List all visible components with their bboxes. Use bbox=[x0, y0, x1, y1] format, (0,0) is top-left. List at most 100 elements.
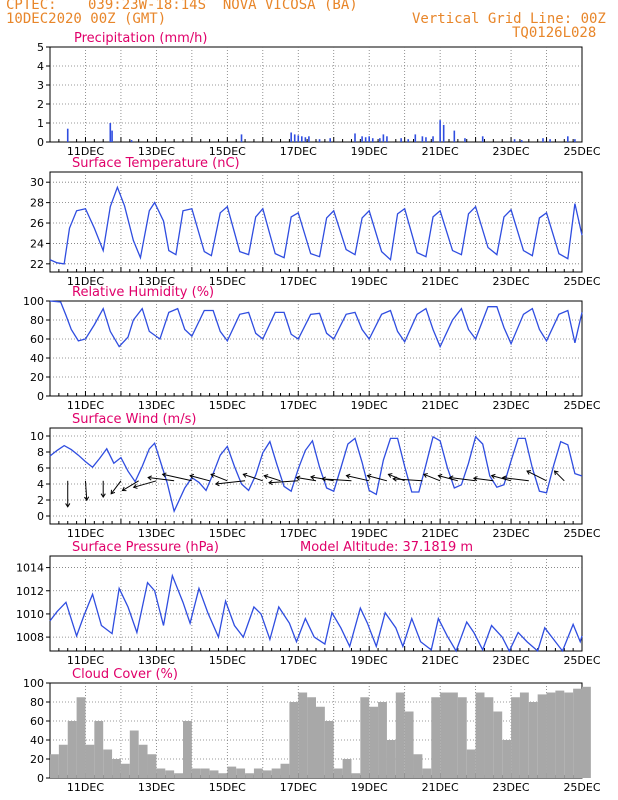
wind-vector-head bbox=[437, 473, 443, 479]
cloud-ytick-label: 0 bbox=[37, 772, 44, 785]
wind-vector-head bbox=[366, 473, 372, 479]
cloud-bar bbox=[395, 692, 405, 778]
wind-ytick-label: 8 bbox=[37, 446, 44, 459]
precip-bar bbox=[329, 138, 331, 142]
header-init-time: 10DEC2020 00Z (GMT) bbox=[6, 11, 167, 27]
wind-vector-head bbox=[110, 489, 116, 495]
cloud-xtick-label: 17DEC bbox=[280, 781, 317, 794]
cloud-xtick-label: 13DEC bbox=[138, 781, 175, 794]
wind-vector bbox=[473, 477, 494, 482]
wind-ytick-label: 6 bbox=[37, 462, 44, 475]
cloud-bar bbox=[324, 721, 334, 778]
header-source: CPTEC: bbox=[6, 0, 57, 13]
precip-bar bbox=[481, 136, 484, 142]
precip-bar bbox=[382, 134, 385, 142]
cloud-bar bbox=[528, 702, 538, 778]
temp-frame bbox=[49, 171, 583, 273]
cloud-bar bbox=[120, 763, 130, 778]
cloud-bar bbox=[351, 773, 361, 778]
temp-xtick-label: 23DEC bbox=[493, 275, 530, 288]
cloud-bar bbox=[236, 768, 246, 778]
pressure-xtick-label: 11DEC bbox=[67, 654, 104, 667]
rh-xtick-label: 25DEC bbox=[563, 399, 600, 412]
precip-xtick-label: 19DEC bbox=[351, 145, 388, 158]
wind-vector-head bbox=[263, 474, 269, 479]
wind-xtick-label: 17DEC bbox=[280, 527, 317, 540]
cloud-bar bbox=[431, 697, 441, 778]
precip-bar bbox=[364, 137, 367, 142]
precip-bar bbox=[318, 139, 321, 142]
temp-ytick-label: 28 bbox=[30, 197, 44, 210]
cloud-ytick-label: 60 bbox=[30, 715, 44, 728]
pressure-ytick-label: 1008 bbox=[16, 631, 44, 644]
wind-vector bbox=[438, 475, 458, 482]
wind-vector bbox=[268, 480, 299, 484]
pressure-xtick-label: 15DEC bbox=[209, 654, 246, 667]
rh-ytick-label: 100 bbox=[23, 295, 44, 308]
rh-xtick-label: 17DEC bbox=[280, 399, 317, 412]
wind-vector bbox=[322, 478, 352, 482]
rh-ytick-label: 0 bbox=[37, 390, 44, 403]
wind-vector-head bbox=[321, 476, 326, 482]
precip-ytick-label: 4 bbox=[37, 60, 44, 73]
wind-ytick-label: 10 bbox=[30, 430, 44, 443]
wind-vector bbox=[122, 480, 139, 491]
wind-xtick-label: 19DEC bbox=[351, 527, 388, 540]
cloud-bar bbox=[156, 768, 166, 778]
precip-bar bbox=[513, 139, 516, 142]
precip-bar bbox=[354, 133, 356, 142]
precip-bar bbox=[240, 134, 243, 142]
precip-bar bbox=[464, 138, 466, 142]
temp-series-line bbox=[49, 185, 583, 265]
wind-vector bbox=[148, 477, 175, 482]
cloud-ytick-label: 100 bbox=[23, 677, 44, 690]
precip-bar bbox=[421, 136, 424, 142]
wind-xtick-label: 23DEC bbox=[493, 527, 530, 540]
pressure-xtick-label: 25DEC bbox=[563, 654, 600, 667]
precip-bar bbox=[368, 136, 370, 142]
cloud-bar bbox=[85, 744, 95, 778]
wind-vector-head bbox=[553, 470, 559, 476]
cloud-bar bbox=[466, 749, 476, 778]
precip-ytick-label: 0 bbox=[37, 136, 44, 149]
header-location: 039:23W-18:14S NOVA VICOSA (BA) bbox=[88, 0, 358, 13]
pressure-xtick-label: 21DEC bbox=[422, 654, 459, 667]
precip-bar bbox=[414, 134, 417, 142]
cloud-bar bbox=[333, 768, 343, 778]
wind-xtick-label: 25DEC bbox=[563, 527, 600, 540]
wind-vector bbox=[215, 480, 246, 485]
cloud-bar bbox=[449, 692, 458, 778]
cloud-bar bbox=[138, 744, 148, 778]
wind-vector bbox=[491, 475, 512, 482]
wind-vector bbox=[162, 473, 192, 482]
temp-xtick-label: 21DEC bbox=[422, 275, 459, 288]
wind-ytick-label: 0 bbox=[37, 510, 44, 523]
wind-vector bbox=[189, 475, 210, 482]
cloud-bar bbox=[378, 702, 387, 778]
cloud-xtick-label: 25DEC bbox=[563, 781, 600, 794]
wind-vector-head bbox=[242, 472, 248, 478]
precip-ytick-label: 1 bbox=[37, 117, 44, 130]
rh-ytick-label: 20 bbox=[30, 371, 44, 384]
wind-vector bbox=[502, 477, 529, 482]
cloud-bar bbox=[386, 740, 396, 778]
cloud-bar bbox=[280, 763, 290, 778]
precip-bar bbox=[574, 139, 576, 142]
cloud-xtick-label: 11DEC bbox=[67, 781, 104, 794]
wind-xtick-label: 13DEC bbox=[138, 527, 175, 540]
wind-vector-head bbox=[526, 470, 532, 475]
wind-frame bbox=[49, 427, 583, 525]
wind-vector-head bbox=[132, 483, 138, 489]
precip-bar bbox=[425, 137, 427, 142]
cloud-xtick-label: 15DEC bbox=[209, 781, 246, 794]
precip-ytick-label: 3 bbox=[37, 79, 44, 92]
cloud-bar bbox=[440, 692, 449, 778]
cloud-bar bbox=[253, 768, 263, 778]
cloud-bar bbox=[209, 770, 219, 778]
precip-frame bbox=[49, 46, 583, 143]
precip-bar bbox=[549, 139, 551, 142]
cloud-xtick-label: 21DEC bbox=[422, 781, 459, 794]
cloud-bar bbox=[564, 692, 574, 778]
cloud-bar bbox=[94, 721, 104, 778]
